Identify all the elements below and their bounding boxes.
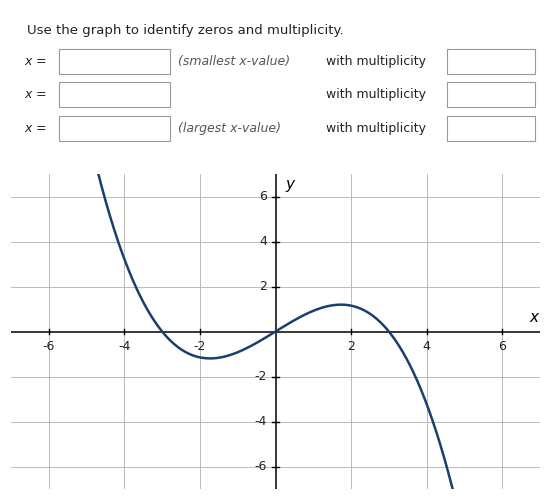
Text: (largest x-value): (largest x-value)	[177, 122, 280, 135]
Text: y: y	[285, 178, 294, 193]
Text: 4: 4	[423, 340, 430, 353]
Text: 6: 6	[498, 340, 506, 353]
FancyBboxPatch shape	[447, 82, 534, 107]
Text: with multiplicity: with multiplicity	[326, 88, 426, 101]
Text: 2: 2	[347, 340, 355, 353]
FancyBboxPatch shape	[58, 116, 170, 141]
Text: $x$ =: $x$ =	[24, 122, 47, 135]
Text: 6: 6	[260, 190, 267, 203]
Text: -6: -6	[255, 460, 267, 473]
FancyBboxPatch shape	[447, 49, 534, 74]
Text: (smallest x-value): (smallest x-value)	[177, 55, 290, 68]
Text: -6: -6	[42, 340, 55, 353]
Text: Use the graph to identify zeros and multiplicity.: Use the graph to identify zeros and mult…	[27, 24, 343, 37]
Text: $x$ =: $x$ =	[24, 55, 47, 68]
Text: -4: -4	[118, 340, 131, 353]
Text: -4: -4	[255, 415, 267, 428]
FancyBboxPatch shape	[58, 82, 170, 107]
Text: -2: -2	[255, 370, 267, 383]
FancyBboxPatch shape	[447, 116, 534, 141]
Text: $x$ =: $x$ =	[24, 88, 47, 101]
Text: with multiplicity: with multiplicity	[326, 122, 426, 135]
Text: with multiplicity: with multiplicity	[326, 55, 426, 68]
Text: 4: 4	[260, 235, 267, 248]
Text: -2: -2	[194, 340, 206, 353]
FancyBboxPatch shape	[58, 49, 170, 74]
Text: x: x	[529, 310, 538, 325]
Text: 2: 2	[260, 280, 267, 293]
